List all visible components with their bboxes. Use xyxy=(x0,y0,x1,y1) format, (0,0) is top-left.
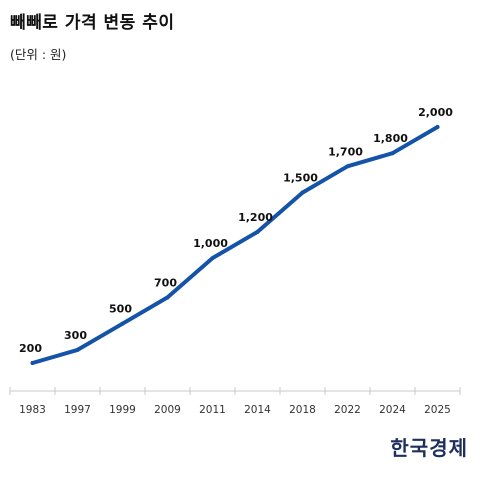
data-point xyxy=(255,229,260,234)
x-tick-label: 2018 xyxy=(289,404,316,416)
x-tick-label: 2022 xyxy=(334,404,361,416)
unit-label: (단위 : 원) xyxy=(10,47,67,62)
x-tick-label: 2009 xyxy=(154,404,181,416)
data-point xyxy=(120,321,125,326)
data-point xyxy=(345,164,350,169)
chart-title: 빼빼로 가격 변동 추이 xyxy=(10,13,175,33)
data-label: 300 xyxy=(64,329,87,342)
data-point xyxy=(30,361,35,365)
data-point xyxy=(165,295,170,300)
data-label: 1,200 xyxy=(238,211,273,224)
data-label: 1,800 xyxy=(373,132,408,145)
data-label: 1,500 xyxy=(283,172,318,185)
data-label: 1,700 xyxy=(328,145,363,158)
x-tick-label: 1983 xyxy=(19,404,46,416)
data-point xyxy=(300,190,305,195)
data-label: 2,000 xyxy=(418,106,453,119)
x-tick-label: 2024 xyxy=(379,404,406,416)
data-point xyxy=(390,151,395,156)
data-point xyxy=(75,347,80,352)
x-tick-label: 1997 xyxy=(64,404,91,416)
x-tick-label: 2014 xyxy=(244,404,271,416)
x-tick-label: 2011 xyxy=(199,404,226,416)
data-label: 700 xyxy=(154,276,177,289)
data-label: 200 xyxy=(19,342,42,355)
price-series-line xyxy=(30,125,440,365)
data-label: 1,000 xyxy=(193,237,228,250)
x-tick-label: 2025 xyxy=(424,404,451,416)
data-point xyxy=(435,125,440,129)
data-point xyxy=(210,256,215,261)
x-tick-label: 1999 xyxy=(109,404,136,416)
data-label: 500 xyxy=(109,303,132,316)
brand-logo: 한국경제 xyxy=(390,436,468,460)
